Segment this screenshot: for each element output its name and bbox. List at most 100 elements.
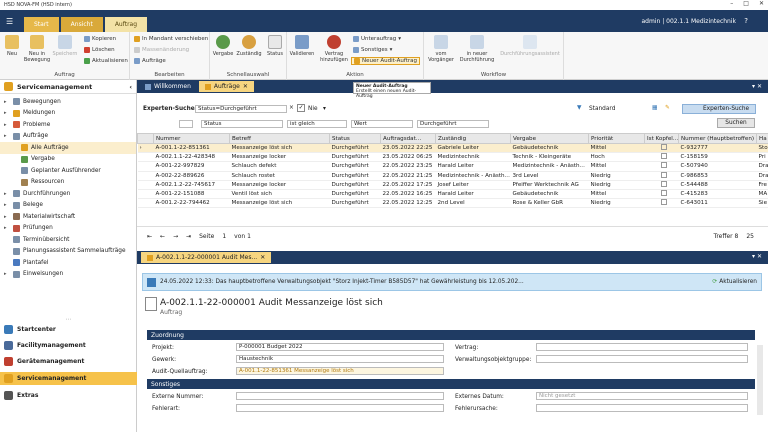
expand-icon[interactable]: ▸ [4, 271, 7, 278]
column-header[interactable]: Priorität [588, 133, 645, 144]
tab-auftraege[interactable]: Aufträge ✕ [198, 81, 254, 92]
neue-durchfuehrung-button[interactable]: in neuer Durchführung [458, 35, 496, 63]
maximize-icon[interactable]: □ [743, 0, 749, 7]
sidebar-item[interactable]: Planungsassistent Sammelaufträge [0, 246, 136, 258]
last-page-icon[interactable]: ⇥ [186, 233, 192, 240]
externes-datum-field[interactable]: Nicht gesetzt [536, 392, 748, 400]
vertrag-field[interactable] [536, 343, 748, 351]
sidebar-item[interactable]: ▸ Aufträge [0, 131, 136, 143]
close-icon[interactable]: ✕ [758, 0, 764, 7]
nav-startcenter[interactable]: Startcenter [0, 323, 137, 336]
column-header[interactable]: Vergabe [510, 133, 589, 144]
kopieren-button[interactable]: Kopieren [84, 36, 116, 42]
table-row[interactable]: A-002.1.2-22-745617 Messanzeige locker Dur… [137, 180, 768, 190]
table-row[interactable]: A-001-22-997829 Schlauch defekt Durchgefüh… [137, 161, 768, 172]
aktualisieren-link[interactable]: ⟳ Aktualisieren [712, 279, 757, 285]
checkbox-icon[interactable] [660, 171, 667, 178]
sidebar-item[interactable]: Vergabe [0, 154, 136, 166]
column-header[interactable]: Nummer [153, 133, 230, 144]
sidebar-item[interactable]: Plantafel [0, 257, 136, 269]
neu-in-bewegung-button[interactable]: Neu in Bewegung [23, 35, 51, 63]
neuer-audit-button[interactable]: Neuer Audit-Auftrag [351, 57, 421, 65]
filter-icon[interactable]: ▼ [577, 105, 582, 111]
aktualisieren-button[interactable]: Aktualisieren [84, 58, 128, 64]
nav-extras[interactable]: Extras [0, 389, 137, 402]
search-input[interactable]: Status=Durchgeführt [195, 105, 287, 113]
table-row[interactable]: A-001-22-151088 Ventil löst sich Durchgefü… [137, 189, 768, 200]
audit-quellauftrag-field[interactable]: A-001.1-22-851361 Messanzeige löst sich [236, 367, 444, 375]
nav-servicemanagement[interactable]: Servicemanagement [0, 372, 137, 385]
filter-wert-select[interactable]: Wert [351, 120, 413, 128]
menu-icon[interactable]: ☰ [6, 17, 14, 26]
massenaenderung-button[interactable]: Massenänderung [134, 47, 189, 53]
vom-vorgaenger-button[interactable]: vom Vorgänger [426, 35, 456, 63]
vertrag-hinzufuegen-button[interactable]: Vertrag hinzufügen [319, 35, 349, 63]
standard-preset[interactable]: Standard [589, 106, 616, 112]
tab-start[interactable]: Start [24, 17, 59, 32]
panel-close-icon[interactable]: ▾ ✕ [752, 253, 762, 260]
sidebar-item[interactable]: ▸ Materialwirtschaft [0, 211, 136, 223]
fehlerursache-field[interactable] [536, 404, 748, 412]
save-filter-icon[interactable]: ▦ [652, 105, 658, 111]
chevron-down-icon[interactable]: ▾ [323, 106, 326, 112]
tab-auftrag[interactable]: Auftrag [104, 17, 148, 32]
column-header[interactable]: Nummer (Hauptbetroffen) [678, 133, 757, 144]
gewerk-field[interactable]: Haustechnik [236, 355, 444, 363]
unterauftrag-button[interactable]: Unterauftrag ▾ [353, 36, 401, 42]
externe-nummer-field[interactable] [236, 392, 444, 400]
expand-icon[interactable]: ▸ [4, 190, 7, 197]
column-header[interactable]: Zuständig [435, 133, 511, 144]
column-header[interactable]: Ist Kopfel... [644, 133, 679, 144]
panel-close-icon[interactable]: ▾ ✕ [752, 83, 762, 90]
splitter[interactable]: ⋯ [65, 316, 72, 323]
column-header[interactable]: Betreff [229, 133, 330, 144]
close-icon[interactable]: ✕ [260, 254, 266, 261]
nav-gerätemanagement[interactable]: Gerätemanagement [0, 355, 137, 368]
table-row[interactable]: A-001.2-22-794462 Messanzeige löst sich Du… [137, 198, 768, 209]
experten-suche-button[interactable]: Experten-Suche [682, 104, 756, 114]
expand-icon[interactable]: ▸ [4, 213, 7, 220]
auftraege-button[interactable]: Aufträge [134, 58, 166, 64]
nav-facilitymanagement[interactable]: Facilitymanagement [0, 339, 137, 352]
expand-icon[interactable]: ▸ [4, 202, 7, 209]
checkbox-icon[interactable] [660, 153, 667, 160]
expand-icon[interactable]: ▸ [4, 121, 7, 128]
sidebar-item[interactable]: Ressourcen [0, 177, 136, 189]
collapse-icon[interactable]: ‹ [129, 82, 132, 91]
checkbox-icon[interactable]: ✓ [297, 104, 305, 112]
expand-icon[interactable]: ▸ [4, 133, 7, 140]
checkbox-icon[interactable] [660, 190, 667, 197]
help-icon[interactable]: ? [744, 17, 748, 25]
detail-scrollbar[interactable] [757, 345, 763, 415]
checkbox-icon[interactable] [660, 199, 667, 206]
sidebar-item[interactable]: ▸ Durchführungen [0, 188, 136, 200]
first-page-icon[interactable]: ⇤ [147, 233, 153, 240]
column-header[interactable]: Ha [756, 133, 768, 144]
next-page-icon[interactable]: → [173, 233, 179, 240]
verwaltungsobjektgruppe-field[interactable] [536, 355, 748, 363]
fehlerart-field[interactable] [236, 404, 444, 412]
neu-button[interactable]: Neu [1, 35, 23, 57]
status-button[interactable]: Status [264, 35, 286, 57]
checkbox-icon[interactable] [660, 162, 667, 169]
minimize-icon[interactable]: – [730, 0, 734, 7]
sidebar-item[interactable]: ▸ Meldungen [0, 108, 136, 120]
column-header[interactable]: Status [329, 133, 381, 144]
prev-page-icon[interactable]: ← [160, 233, 166, 240]
sidebar-item[interactable]: Terminübersicht [0, 234, 136, 246]
sidebar-item[interactable]: ▸ Belege [0, 200, 136, 212]
clear-icon[interactable]: × [289, 105, 294, 111]
expand-icon[interactable]: ▸ [4, 225, 7, 232]
zustaendig-button[interactable]: Zuständig [236, 35, 262, 57]
durchfuehrungsassistent-button[interactable]: Durchführungsassistent [500, 35, 560, 57]
sidebar-item[interactable]: Geplanter Ausführender [0, 165, 136, 177]
expand-icon[interactable]: ▸ [4, 98, 7, 105]
table-row[interactable]: A-002.1.1-22-428348 Messanzeige locker Dur… [137, 152, 768, 163]
checkbox-icon[interactable] [660, 144, 667, 151]
vergabe-button[interactable]: Vergabe [212, 35, 234, 57]
page-size-select[interactable]: 25 [746, 233, 754, 240]
sidebar-item[interactable]: ▸ Einweisungen [0, 269, 136, 281]
table-row[interactable]: A-002-22-889626 Schlauch rostet Durchgefüh… [137, 171, 768, 181]
loeschen-button[interactable]: Löschen [84, 47, 115, 53]
edit-icon[interactable]: ✎ [665, 105, 670, 111]
